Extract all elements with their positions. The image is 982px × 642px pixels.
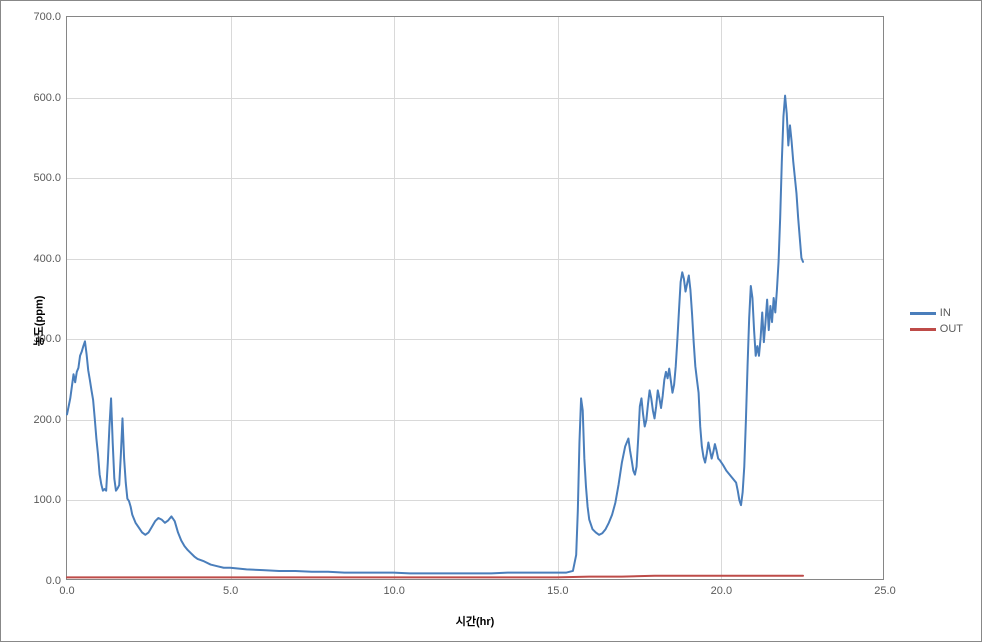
series-line-in <box>67 96 803 574</box>
series-svg <box>67 17 883 579</box>
x-tick-label: 15.0 <box>547 585 568 597</box>
y-tick-label: 700.0 <box>33 11 61 23</box>
y-tick-label: 600.0 <box>33 92 61 104</box>
x-tick-label: 25.0 <box>874 585 895 597</box>
plot-area: 0.0100.0200.0300.0400.0500.0600.0700.00.… <box>66 16 884 580</box>
legend-label-out: OUT <box>940 323 963 335</box>
chart-container: 0.0100.0200.0300.0400.0500.0600.0700.00.… <box>0 0 982 642</box>
y-axis-label: 농도(ppm) <box>30 296 46 347</box>
x-axis-label: 시간(hr) <box>456 613 495 629</box>
y-tick-label: 400.0 <box>33 253 61 265</box>
x-tick-label: 0.0 <box>59 585 74 597</box>
legend-item-out: OUT <box>910 323 963 335</box>
series-line-out <box>67 576 803 578</box>
legend-swatch-in <box>910 312 936 315</box>
x-tick-label: 5.0 <box>223 585 238 597</box>
legend-item-in: IN <box>910 307 963 319</box>
y-tick-label: 500.0 <box>33 172 61 184</box>
legend-swatch-out <box>910 328 936 331</box>
x-tick-label: 10.0 <box>383 585 404 597</box>
legend: IN OUT <box>910 303 963 339</box>
y-tick-label: 200.0 <box>33 414 61 426</box>
x-tick-label: 20.0 <box>711 585 732 597</box>
legend-label-in: IN <box>940 307 951 319</box>
y-tick-label: 100.0 <box>33 494 61 506</box>
